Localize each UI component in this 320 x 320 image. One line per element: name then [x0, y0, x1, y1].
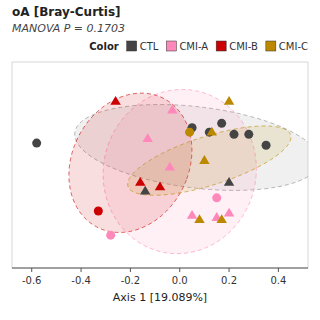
legend-label: CMI-A — [179, 41, 208, 52]
point — [207, 127, 217, 136]
legend-label: CMI-B — [229, 41, 258, 52]
x-tick — [31, 268, 32, 272]
point — [110, 96, 120, 105]
point — [244, 130, 253, 139]
x-tick-label: -0.6 — [22, 275, 42, 286]
legend-title: Color — [89, 41, 119, 52]
point — [216, 214, 226, 223]
point — [194, 214, 204, 223]
plot-area — [32, 79, 308, 260]
point — [212, 193, 221, 202]
x-axis-label: Axis 1 [19.089%] — [113, 291, 207, 304]
point — [142, 133, 152, 142]
point — [167, 105, 177, 114]
x-tick — [81, 268, 82, 272]
legend: Color CTL CMI-A CMI-B CMI-C — [89, 41, 308, 52]
x-tick-label: -0.4 — [71, 275, 91, 286]
x-tick-label: 0.0 — [172, 275, 188, 286]
point — [135, 177, 145, 186]
legend-swatch — [216, 41, 226, 51]
point — [217, 119, 226, 128]
point — [224, 177, 234, 186]
subtitle: MANOVA P = 0.1703 — [12, 22, 125, 35]
x-axis-line — [12, 268, 308, 269]
x-tick — [179, 268, 180, 272]
point — [262, 141, 271, 150]
point — [165, 162, 175, 171]
point — [224, 208, 234, 217]
point — [199, 155, 209, 164]
point — [230, 130, 239, 139]
legend-swatch — [166, 41, 176, 51]
point — [155, 181, 165, 190]
x-tick — [130, 268, 131, 272]
ellipse-group — [119, 112, 300, 210]
x-tick-label: -0.2 — [121, 275, 141, 286]
x-tick — [229, 268, 230, 272]
legend-swatch — [127, 41, 137, 51]
x-tick-label: 0.2 — [221, 275, 237, 286]
point — [32, 139, 41, 148]
point — [187, 210, 197, 219]
title: oA [Bray-Curtis] — [12, 5, 121, 19]
point — [94, 207, 103, 216]
legend-swatch — [266, 41, 276, 51]
point — [185, 128, 194, 137]
x-tick-label: 0.4 — [270, 275, 286, 286]
chart: oA [Bray-Curtis] MANOVA P = 0.1703 -0.6 -0.… — [0, 0, 320, 320]
legend-label: CMI-C — [279, 41, 308, 52]
point — [224, 96, 234, 105]
x-tick — [278, 268, 279, 272]
legend-label: CTL — [140, 41, 159, 52]
point — [140, 186, 150, 195]
point — [106, 231, 115, 240]
confidence-ellipse — [119, 112, 300, 210]
